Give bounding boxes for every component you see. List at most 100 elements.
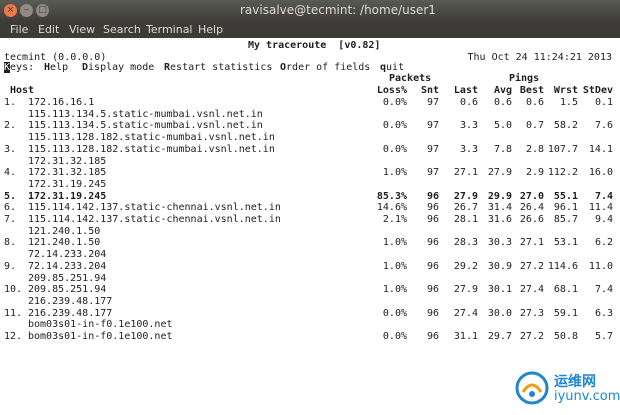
- column-snt: Snt: [420, 85, 439, 96]
- hop-snt: 96: [426, 237, 439, 249]
- hop-stdev: 9.4: [594, 214, 613, 225]
- hop-loss: 1.0%: [382, 284, 407, 296]
- hop-stdev: 7.4: [594, 284, 613, 296]
- hop-stdev: 6.2: [594, 237, 613, 249]
- minimize-window-button[interactable]: –: [20, 4, 33, 17]
- hop-loss: 0.0%: [382, 120, 407, 132]
- hop-stdev: 5.7: [594, 331, 613, 342]
- hop-alt-host: 72.14.233.204: [28, 249, 107, 261]
- hop-wrst: 68.1: [553, 284, 578, 296]
- key-display-letter: D: [82, 62, 89, 73]
- hop-host: 115.114.142.137.static-chennai.vsnl.net.…: [28, 214, 281, 225]
- close-window-button[interactable]: ×: [4, 4, 17, 17]
- hop-number: 6.: [4, 202, 17, 214]
- hop-wrst: 58.2: [553, 120, 578, 132]
- hop-number: 12.: [4, 331, 23, 342]
- hop-avg: 30.3: [487, 237, 512, 249]
- hop-alt-host: 209.85.251.94: [28, 272, 107, 284]
- hop-last: 28.3: [453, 237, 478, 249]
- hop-stdev: 14.1: [588, 143, 613, 155]
- hop-alt-host: bom03s01-in-f0.1e100.net: [28, 319, 173, 331]
- hop-wrst: 55.1: [553, 190, 578, 202]
- hop-avg: 5.0: [493, 120, 512, 132]
- terminal-area[interactable]: My traceroute [v0.82] tecmint (0.0.0.0) …: [0, 38, 620, 415]
- window-titlebar[interactable]: × – □ ravisalve@tecmint: /home/user1: [0, 0, 620, 22]
- hop-last: 26.7: [453, 202, 478, 214]
- hop-wrst: 114.6: [547, 260, 578, 272]
- key-quit-rest: uit: [386, 62, 405, 73]
- site-watermark: 运维网 iyunv.com: [514, 368, 620, 408]
- hop-best: 27.1: [519, 237, 544, 249]
- hop-number: 10.: [4, 284, 23, 296]
- column-loss: Loss%: [376, 85, 407, 96]
- hop-last: 0.6: [459, 97, 478, 108]
- hop-snt: 97: [426, 143, 439, 155]
- hop-last: 27.9: [453, 190, 478, 202]
- key-order-of-fields[interactable]: Order of fields: [280, 62, 370, 74]
- hop-alt-host: 115.113.128.182.static-mumbai.vsnl.net.i…: [28, 132, 275, 144]
- hop-host: 115.114.142.137.static-chennai.vsnl.net.…: [28, 202, 281, 214]
- key-restart-statistics[interactable]: Restart statistics: [164, 62, 272, 74]
- hop-snt: 97: [426, 167, 439, 179]
- hop-alt-host: 172.31.32.185: [28, 155, 107, 167]
- column-wrst: Wrst: [553, 85, 578, 96]
- menu-edit[interactable]: Edit: [38, 23, 60, 36]
- hop-best: 0.7: [525, 120, 544, 132]
- hop-host: 216.239.48.177: [28, 307, 113, 319]
- hop-last: 29.2: [453, 260, 478, 272]
- hop-loss: 0.0%: [382, 331, 407, 342]
- hop-avg: 30.0: [487, 307, 512, 319]
- hop-alt-host: 216.239.48.177: [28, 295, 113, 307]
- hop-loss: 0.0%: [382, 307, 407, 319]
- hop-loss: 1.0%: [382, 167, 407, 179]
- hop-avg: 30.1: [487, 284, 512, 296]
- hop-avg: 0.6: [493, 97, 512, 108]
- hop-stdev: 11.4: [588, 202, 613, 214]
- hop-best: 27.4: [519, 284, 544, 296]
- hop-stdev: 11.0: [588, 260, 613, 272]
- hop-best: 26.6: [519, 214, 544, 225]
- terminal-cursor: K: [4, 62, 11, 73]
- hop-host: 115.113.134.5.static-mumbai.vsnl.net.in: [28, 120, 263, 132]
- key-quit-letter: q: [380, 62, 387, 73]
- hop-snt: 97: [426, 120, 439, 132]
- maximize-window-button[interactable]: □: [36, 4, 49, 17]
- hop-stdev: 6.3: [594, 307, 613, 319]
- hop-loss: 85.3%: [376, 190, 407, 202]
- watermark-chinese-name: 运维网: [554, 374, 596, 390]
- key-help[interactable]: Help: [44, 62, 68, 74]
- hop-avg: 30.9: [487, 260, 512, 272]
- menu-terminal[interactable]: Terminal: [146, 23, 193, 36]
- menu-file[interactable]: File: [10, 23, 29, 36]
- key-display-mode[interactable]: Display mode: [82, 62, 154, 74]
- column-stdev: StDev: [582, 85, 613, 96]
- hop-wrst: 107.7: [547, 143, 578, 155]
- menu-search[interactable]: Search: [103, 23, 141, 36]
- hop-best: 27.0: [519, 190, 544, 202]
- hop-number: 3.: [4, 143, 17, 155]
- hop-number: 8.: [4, 237, 17, 249]
- menu-help[interactable]: Help: [198, 23, 224, 36]
- hop-wrst: 59.1: [553, 307, 578, 319]
- hop-snt: 97: [426, 97, 439, 108]
- hop-snt: 96: [426, 284, 439, 296]
- hop-host: bom03s01-in-f0.1e100.net: [28, 331, 173, 342]
- hop-last: 27.9: [453, 284, 478, 296]
- menu-view[interactable]: View: [69, 23, 96, 36]
- window-title: ravisalve@tecmint: /home/user1: [240, 3, 436, 17]
- key-restart-rest: estart statistics: [170, 62, 273, 73]
- hop-number: 7.: [4, 214, 17, 225]
- hop-last: 3.3: [459, 143, 478, 155]
- hop-host: 172.31.19.245: [28, 190, 107, 202]
- hop-wrst: 1.5: [559, 97, 578, 108]
- hop-host: 72.14.233.204: [28, 260, 107, 272]
- hop-avg: 29.7: [487, 331, 512, 342]
- hop-stdev: 16.0: [588, 167, 613, 179]
- hop-loss: 0.0%: [382, 143, 407, 155]
- hop-alt-host: 115.113.134.5.static-mumbai.vsnl.net.in: [28, 108, 263, 120]
- hop-stdev: 0.1: [594, 97, 613, 108]
- key-quit[interactable]: quit: [380, 62, 404, 74]
- hop-alt-host: 172.31.19.245: [28, 178, 107, 190]
- hop-best: 27.2: [519, 331, 544, 342]
- key-order-letter: O: [280, 62, 287, 73]
